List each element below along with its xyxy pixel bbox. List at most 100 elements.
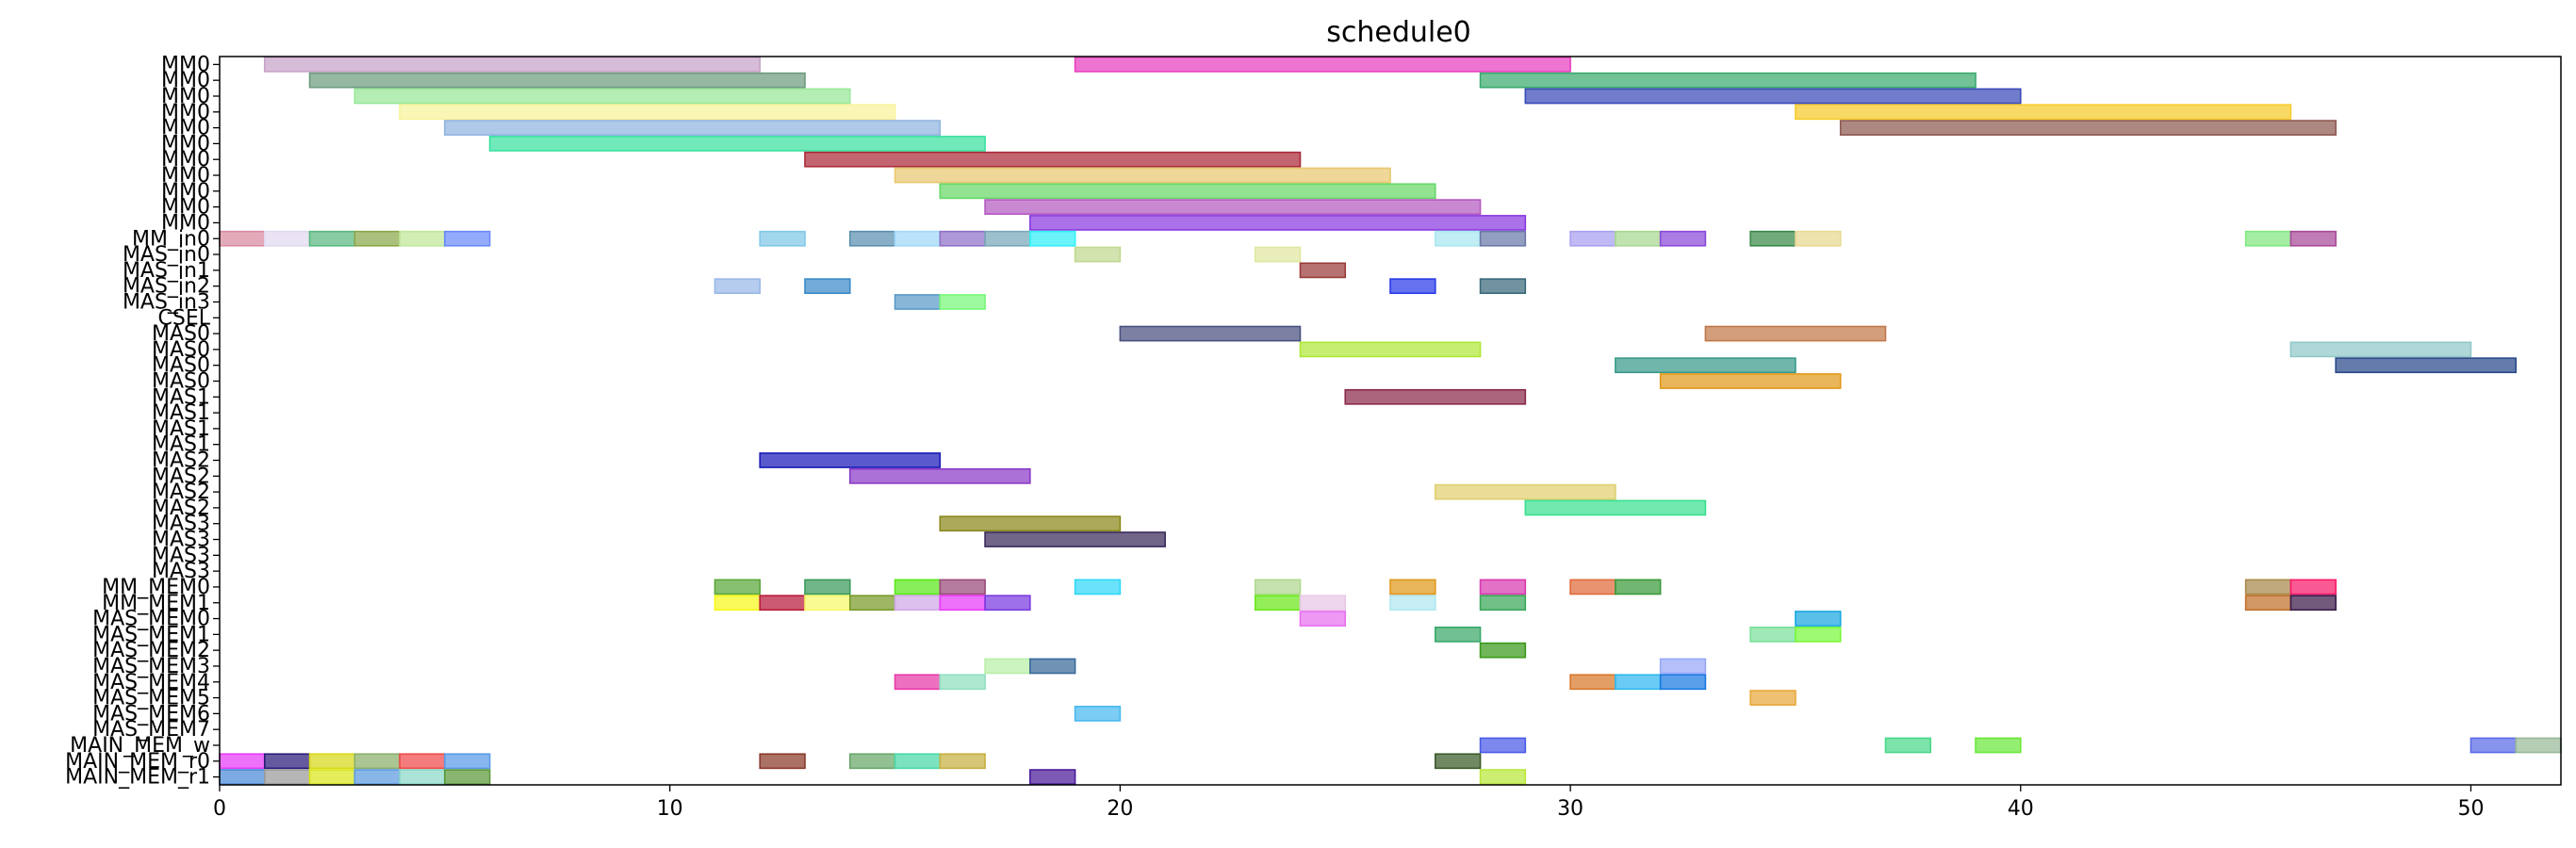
y-tick-label: MAS3 [152, 529, 210, 552]
task-bar [848, 467, 1031, 484]
task-bar [2244, 230, 2292, 247]
y-tick-label: MM0 [161, 132, 210, 155]
task-bar [894, 674, 942, 691]
task-bar [1659, 658, 1707, 675]
task-bar [2289, 341, 2472, 358]
task-bar [308, 72, 806, 89]
task-bar [1254, 246, 1302, 263]
task-bar [1479, 595, 1527, 612]
task-bar [1479, 72, 1977, 89]
task-bar [939, 515, 1122, 532]
task-bar [1659, 373, 1842, 389]
task-bar [1524, 88, 2022, 105]
y-tick-label: MAS_MEM2 [92, 639, 210, 662]
task-bar [1029, 769, 1076, 785]
task-bar [1029, 230, 1076, 247]
task-bar [444, 753, 491, 770]
task-bar [1839, 120, 2337, 136]
task-bar [1074, 57, 1571, 73]
task-bar [1749, 230, 1797, 247]
task-bar [1479, 737, 1527, 754]
y-tick-label: MAS3 [152, 544, 210, 567]
task-bar [1299, 595, 1347, 612]
y-tick-label: MAS_MEM7 [92, 718, 210, 742]
y-tick-label: MAS_in1 [123, 259, 210, 283]
y-tick-label: MM0 [161, 117, 210, 140]
task-bar [219, 753, 266, 770]
task-bar [1434, 230, 1482, 247]
task-bar [1479, 579, 1527, 595]
task-bar [353, 753, 401, 770]
task-bar [759, 753, 806, 770]
task-bar [804, 595, 851, 612]
task-bar [1615, 357, 1797, 374]
task-bar [1434, 483, 1616, 500]
task-bar [984, 658, 1031, 675]
task-bar [1299, 262, 1347, 279]
x-tick-label: 20 [1107, 797, 1133, 821]
task-bar [1254, 595, 1302, 612]
task-bar [894, 579, 942, 595]
task-bar [804, 151, 1302, 168]
y-tick-label: MAS0 [152, 354, 210, 378]
task-bar [759, 230, 806, 247]
chart-title: schedule0 [1326, 16, 1471, 49]
y-tick-label: MM0 [161, 148, 210, 171]
task-bar [939, 753, 986, 770]
task-bar [1389, 278, 1436, 295]
task-bar [1795, 626, 1842, 643]
task-bar [804, 278, 851, 295]
task-bar [848, 595, 896, 612]
task-bar [894, 294, 942, 310]
task-bar [2289, 579, 2337, 595]
x-tick-label: 10 [657, 797, 683, 821]
task-bar [1749, 626, 1797, 643]
task-bar [1254, 579, 1302, 595]
task-bar [1344, 388, 1527, 405]
task-bar [399, 753, 446, 770]
task-bar [2244, 595, 2292, 612]
task-bar [2289, 595, 2337, 612]
task-bar [759, 595, 806, 612]
y-tick-label: MAS0 [152, 322, 210, 346]
task-bar [353, 769, 401, 785]
task-bar [1074, 579, 1122, 595]
task-bar [263, 230, 311, 247]
task-bar [444, 120, 942, 136]
task-bar [219, 769, 266, 785]
task-bar [2289, 230, 2337, 247]
task-bar [984, 595, 1031, 612]
task-bar [1569, 230, 1616, 247]
x-tick-label: 40 [2008, 797, 2034, 821]
plot-bars [219, 57, 2562, 785]
y-tick-label: MM0 [161, 164, 210, 188]
task-bar [1659, 230, 1707, 247]
y-tick-label: MAS0 [152, 338, 210, 362]
y-tick-label: MM0 [161, 53, 210, 76]
y-tick-label: MAS_MEM0 [92, 608, 210, 631]
task-bar [714, 595, 762, 612]
task-bar [1659, 674, 1707, 691]
task-bar [1074, 706, 1122, 722]
task-bar [1975, 737, 2022, 754]
task-bar [1479, 642, 1527, 659]
task-bar [804, 579, 851, 595]
task-bar [1119, 325, 1302, 342]
task-bar [1299, 341, 1482, 358]
task-bar [939, 595, 986, 612]
y-tick-label: MAS_in0 [123, 243, 210, 267]
y-tick-label: MAIN_MEM_r1 [65, 766, 210, 790]
task-bar [894, 230, 942, 247]
y-tick-label: MM_MEM0 [102, 576, 210, 599]
task-bar [939, 294, 986, 310]
task-bar [263, 753, 311, 770]
plot-frame [219, 56, 2562, 786]
task-bar [1749, 690, 1797, 706]
y-tick-label: MAS1 [152, 401, 210, 425]
task-bar [488, 136, 986, 152]
y-tick-label: MAS2 [152, 481, 210, 504]
task-bar [2515, 737, 2562, 754]
task-bar [399, 769, 446, 785]
task-bar [1615, 674, 1662, 691]
y-tick-label: MM0 [161, 180, 210, 204]
